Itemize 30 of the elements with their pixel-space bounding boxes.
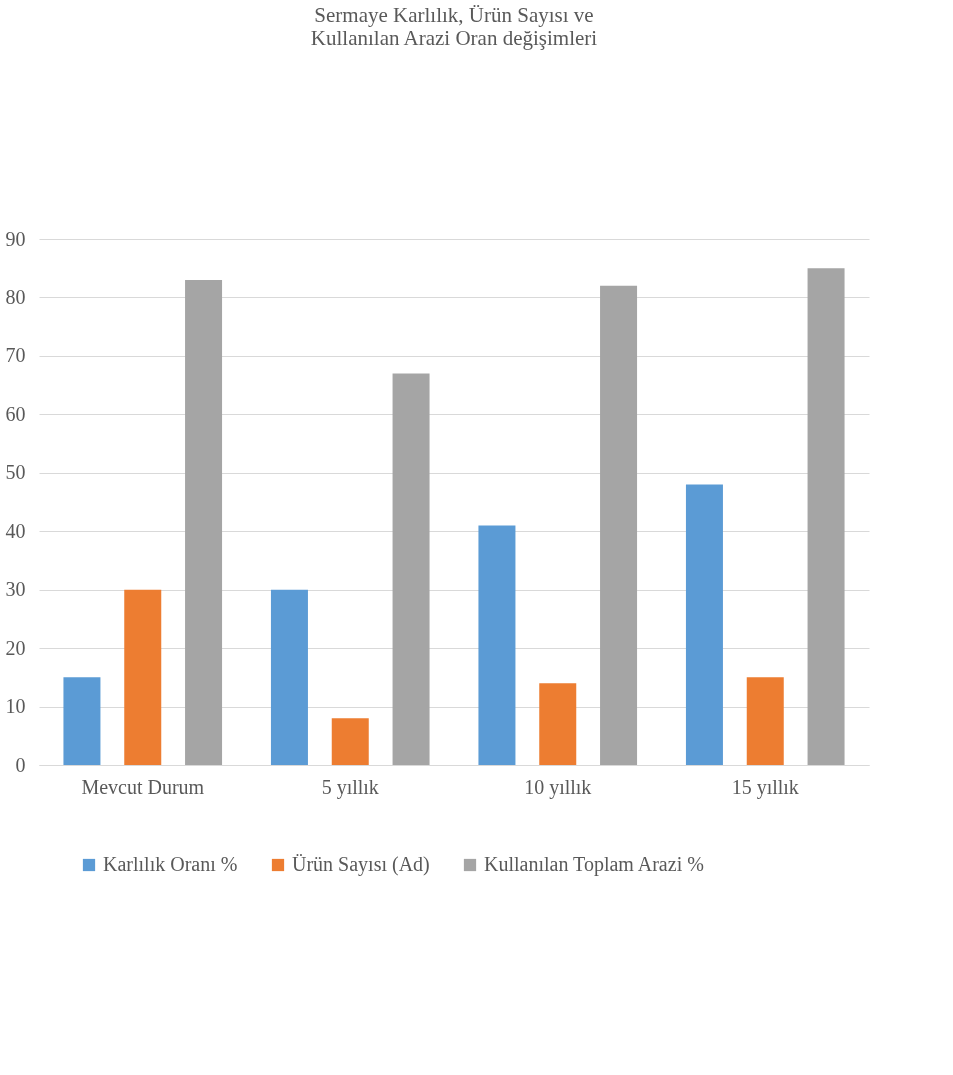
y-tick-label: 20 [5,636,26,659]
legend-label: Kullanılan Toplam Arazi % [484,853,704,876]
bar [600,285,638,765]
x-tick-label: 5 yıllık [321,775,379,799]
bar [746,677,784,765]
y-tick-label: 70 [5,344,26,367]
y-tick-label: 90 [5,227,26,250]
x-tick-label: 15 yıllık [731,775,799,799]
bar [270,589,308,765]
legend-label: Karlılık Oranı % [103,853,238,875]
y-tick-label: 40 [5,519,26,542]
bar [392,373,430,765]
x-tick-label: 10 yıllık [524,775,592,799]
y-tick-label: 50 [5,461,26,484]
y-tick-label: 0 [15,753,26,776]
bar [807,268,845,765]
bar [478,525,516,765]
bar [63,677,101,765]
bar [124,589,162,765]
bar [539,683,577,765]
legend-label: Ürün Sayısı (Ad) [292,853,430,876]
x-tick-label: Mevcut Durum [81,775,205,798]
y-tick-label: 10 [5,695,26,718]
chart-title: Sermaye Karlılık, Ürün Sayısı ve Kullanılan Arazi Oran değişimleri [310,3,598,50]
bar [185,279,223,765]
y-tick-label: 80 [5,285,26,308]
y-tick-label: 30 [5,578,26,601]
y-tick-label: 60 [5,402,26,425]
bar [685,484,723,765]
bar [331,718,369,765]
